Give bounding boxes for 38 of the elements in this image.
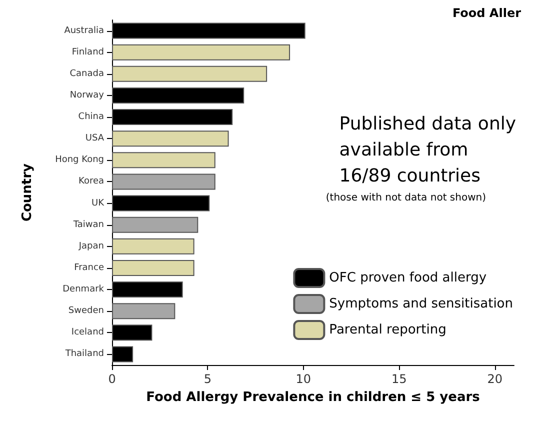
legend-label: OFC proven food allergy [329, 270, 487, 286]
legend-label: Symptoms and sensitisation [329, 296, 514, 312]
y-tick-label: Thailand [64, 349, 104, 360]
y-tick-label: USA [85, 134, 105, 144]
annotation: (those with not data not shown) [326, 192, 486, 204]
y-tick-label: Korea [78, 176, 104, 187]
bar [112, 130, 229, 147]
y-tick-label: Iceland [71, 328, 104, 338]
bar [112, 260, 194, 276]
bar [112, 44, 290, 60]
legend-label: Parental reporting [329, 322, 446, 338]
y-tick-label: Australia [64, 26, 104, 36]
y-tick-label: Denmark [62, 284, 105, 295]
y-axis-title: Country [20, 162, 35, 222]
y-tick-label: Hong Kong [55, 155, 104, 166]
x-tick-label: 20 [487, 372, 502, 386]
bar [112, 216, 198, 233]
y-tick-label: Japan [78, 241, 104, 252]
bar [112, 303, 176, 320]
x-tick-label: 5 [204, 372, 212, 386]
bar [112, 152, 216, 168]
y-tick-label: UK [92, 198, 106, 208]
bar [112, 174, 216, 190]
bar [112, 66, 268, 82]
annotation: Published data only available from 16/89 countries [339, 114, 516, 186]
chart-title: Food Aller [452, 6, 522, 20]
y-tick-label: Taiwan [72, 220, 104, 230]
y-tick-label: Norway [70, 90, 105, 100]
y-tick-label: Finland [72, 47, 104, 58]
x-tick-label: 10 [296, 372, 312, 386]
y-tick-label: Canada [70, 68, 104, 79]
y-tick-label: France [74, 262, 104, 273]
x-tick-label: 0 [108, 372, 116, 386]
x-axis-title: Food Allergy Prevalence in children ≤ 5 years [146, 390, 480, 405]
y-tick-label: Sweden [68, 306, 104, 316]
x-tick-label: 15 [392, 372, 407, 386]
y-tick-label: China [78, 112, 104, 122]
bar [112, 238, 194, 254]
